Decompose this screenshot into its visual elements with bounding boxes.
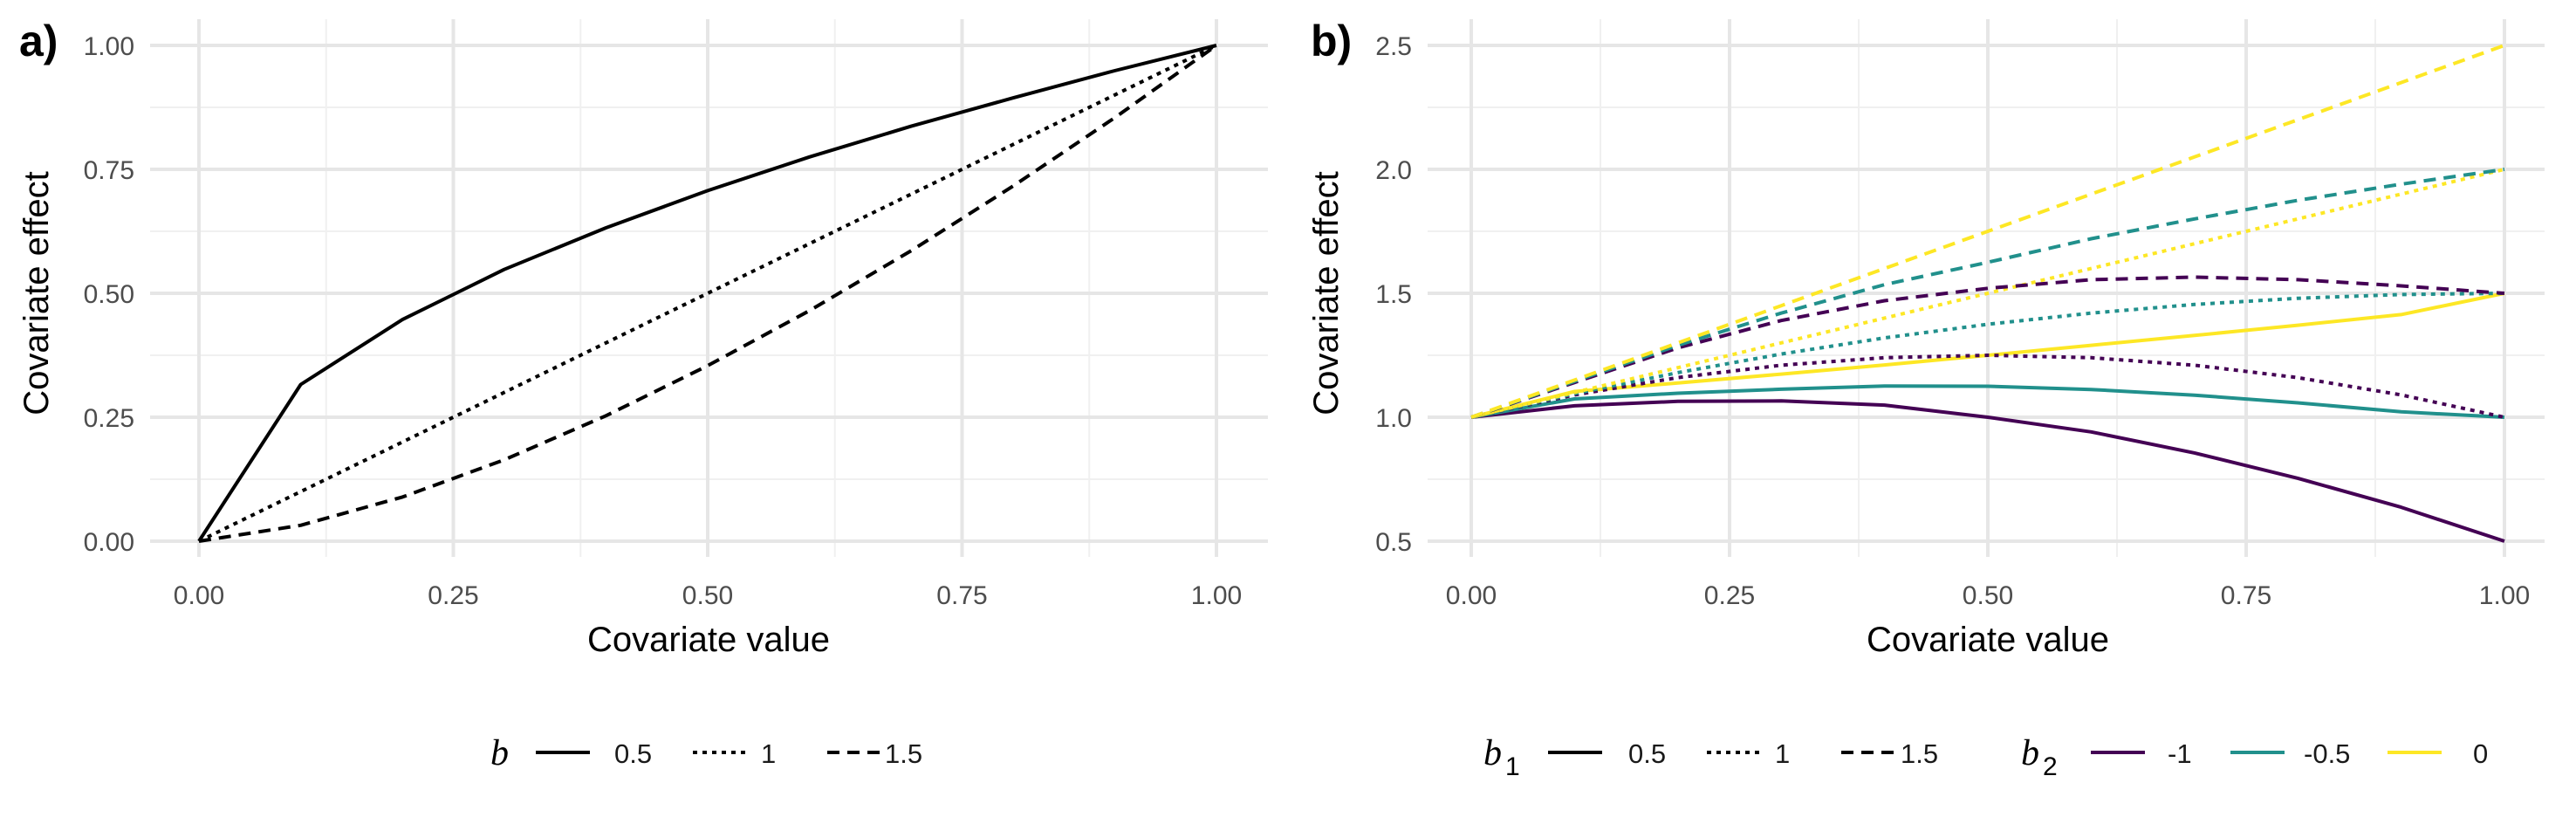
x-tick-label: 0.00 (174, 581, 224, 610)
panel-a-grid (150, 19, 1268, 557)
x-tick-label: 0.25 (428, 581, 478, 610)
panel-b-legend-label: 0.5 (1628, 738, 1666, 769)
y-tick-label: 1.00 (84, 32, 134, 61)
panel-a: 0.00 0.25 0.50 0.75 1.00 0.00 0.25 0.50 0.75 1.0… (17, 17, 1268, 659)
panel-a-legend-label: 1 (761, 738, 776, 769)
series-line (1470, 292, 2505, 419)
panel-b-series-lines (1470, 44, 2505, 543)
panel-a-y-tick-labels: 0.00 0.25 0.50 0.75 1.00 (84, 32, 134, 557)
panel-b-legend-label: -0.5 (2304, 738, 2350, 769)
y-tick-label: 0.5 (1375, 528, 1412, 557)
x-tick-label: 0.25 (1704, 581, 1755, 610)
series-line (1470, 275, 2505, 419)
x-tick-label: 0.50 (1963, 581, 2013, 610)
panel-a-x-axis-title: Covariate value (587, 621, 830, 659)
panel-b-legend-label: -1 (2168, 738, 2192, 769)
series-line (1470, 354, 2505, 419)
panel-a-x-tick-labels: 0.00 0.25 0.50 0.75 1.00 (174, 581, 1242, 610)
series-line (198, 44, 1217, 543)
panel-b-y-tick-labels: 0.5 1.0 1.5 2.0 2.5 (1375, 32, 1412, 557)
series-line (197, 44, 1217, 543)
panel-a-legend-label: 0.5 (614, 738, 652, 769)
series-line (1470, 44, 2505, 419)
y-tick-label: 0.00 (84, 528, 134, 557)
y-tick-label: 2.5 (1375, 32, 1412, 61)
panel-b: 0.51.01.52.02.5 0.00 0.25 0.50 0.75 1.00 b) … (1307, 17, 2545, 659)
panel-a-y-axis-title: Covariate effect (17, 171, 56, 415)
x-tick-label: 0.75 (2221, 581, 2271, 610)
panel-b-legend-label: 1 (1775, 738, 1790, 769)
x-tick-label: 0.50 (682, 581, 733, 610)
panel-b-x-tick-labels: 0.00 0.25 0.50 0.75 1.00 (1446, 581, 2530, 610)
series-line (1470, 168, 2505, 419)
y-tick-label: 1.5 (1375, 280, 1412, 309)
y-tick-label: 2.0 (1375, 156, 1412, 185)
series-line (1470, 384, 2505, 419)
y-tick-label: 0.75 (84, 156, 134, 185)
x-tick-label: 0.00 (1446, 581, 1497, 610)
y-tick-label: 1.0 (1375, 404, 1412, 433)
series-line (1470, 168, 2505, 419)
panel-b-tag: b) (1311, 17, 1352, 65)
panel-a-series-lines (197, 44, 1218, 543)
panel-a-legend-title: b (490, 733, 509, 773)
y-tick-label: 0.50 (84, 280, 134, 309)
panel-b-y-axis-title: Covariate effect (1307, 171, 1346, 415)
panel-b-legend-label: 1.5 (1901, 738, 1938, 769)
x-tick-label: 1.00 (2479, 581, 2530, 610)
series-line (1470, 399, 2505, 543)
y-tick-label: 0.25 (84, 404, 134, 433)
panel-b-x-axis-title: Covariate value (1867, 621, 2109, 659)
x-tick-label: 1.00 (1191, 581, 1242, 610)
panel-a-legend-label: 1.5 (885, 738, 922, 769)
x-tick-label: 0.75 (936, 581, 987, 610)
panel-b-legend-label: 0 (2473, 738, 2488, 769)
panel-a-legend: b 0.5 1 1.5 (490, 733, 922, 773)
panel-a-tag: a) (19, 17, 58, 65)
